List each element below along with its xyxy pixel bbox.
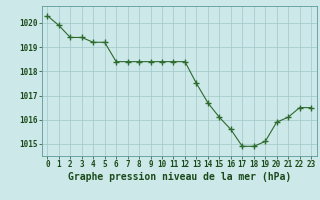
X-axis label: Graphe pression niveau de la mer (hPa): Graphe pression niveau de la mer (hPa) [68, 172, 291, 182]
